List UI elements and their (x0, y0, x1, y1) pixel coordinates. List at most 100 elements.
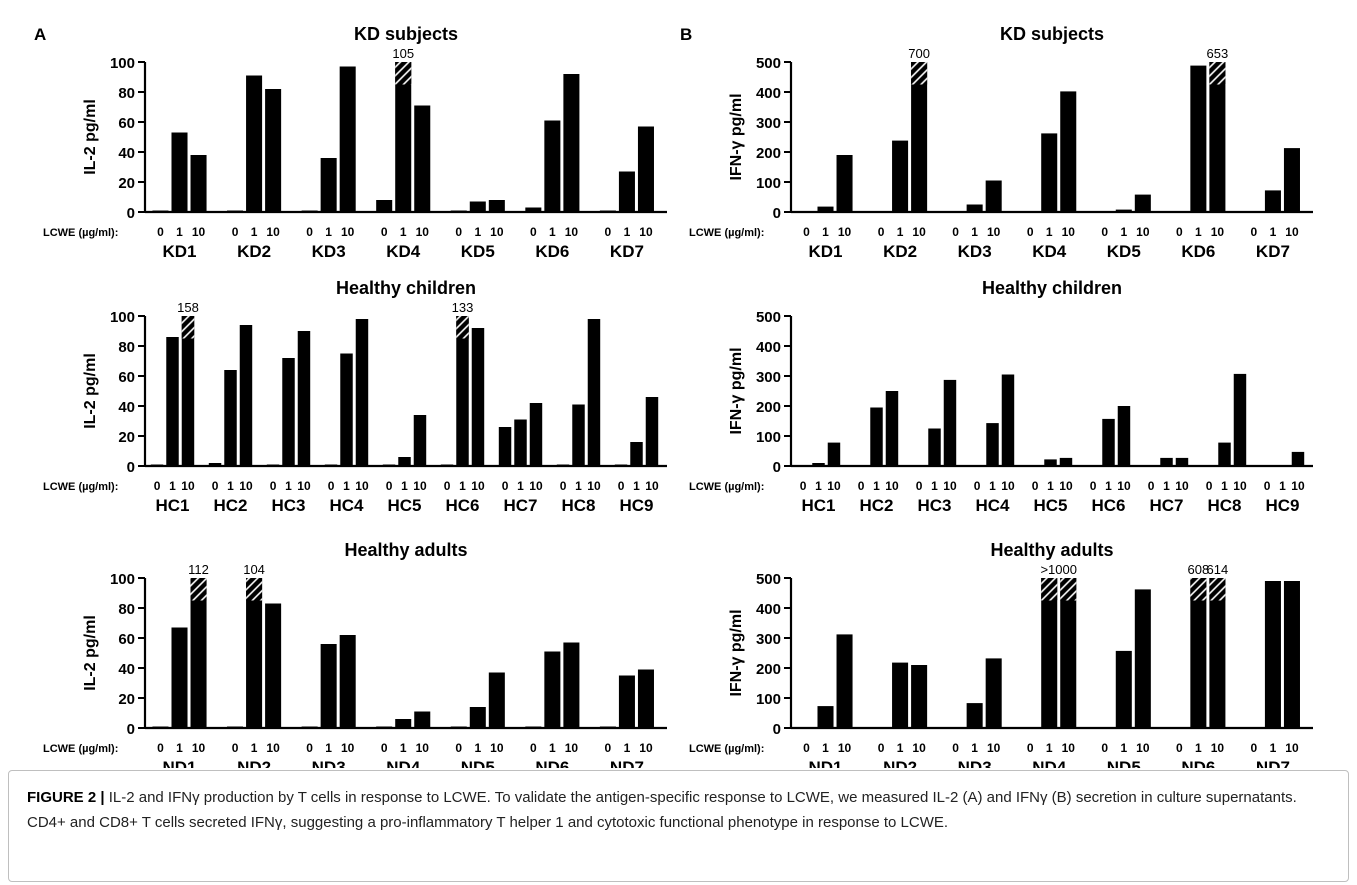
dose-label: 0 (1176, 741, 1183, 755)
dose-label: 1 (1120, 225, 1127, 239)
dose-label: 1 (873, 479, 880, 493)
category-label: ND1 (162, 758, 196, 768)
bar-hc6-dose-1 (456, 316, 469, 466)
bar-kd5-dose-0 (450, 210, 467, 212)
dose-label: 1 (1047, 479, 1054, 493)
dose-label: 1 (1195, 225, 1202, 239)
bar-kd3-dose-10 (985, 180, 1002, 212)
y-tick-label: 40 (118, 145, 135, 162)
axis-break-hatch (1209, 578, 1226, 601)
dose-label: 1 (474, 225, 481, 239)
category-label: KD5 (1107, 242, 1141, 261)
bar-group-kd6: 0 1 10 KD6 (525, 74, 580, 261)
bar-hc5-dose-10 (413, 415, 427, 466)
dose-label: 10 (1062, 225, 1076, 239)
bar-nd5-dose-1 (469, 707, 486, 728)
bar-hc4-dose-0 (324, 464, 338, 466)
y-tick-label: 100 (756, 429, 781, 446)
bar-group-nd6: 0 608 1 614 10 ND6 (1171, 562, 1228, 768)
panel-letter-b: B (680, 25, 692, 44)
bar-hc8-dose-10 (1233, 373, 1247, 466)
category-label: HC4 (329, 496, 364, 515)
y-tick-label: 40 (118, 661, 135, 678)
y-tick-label: 100 (110, 55, 135, 72)
category-label: HC7 (503, 496, 537, 515)
dose-label: 1 (400, 225, 407, 239)
bar-group-hc6: 0 1 10 HC6 (1086, 406, 1131, 515)
category-label: HC2 (859, 496, 893, 515)
bar-hc7-dose-10 (529, 403, 543, 466)
bar-kd2-dose-10 (265, 89, 282, 212)
bar-hc5-dose-1 (1044, 459, 1057, 466)
dose-label: 0 (803, 741, 810, 755)
category-label: ND1 (808, 758, 842, 768)
lcwe-axis-label: LCWE (µg/ml): (43, 481, 118, 493)
dose-label: 1 (400, 741, 407, 755)
bar-group-nd7: 0 1 10 ND7 (1245, 581, 1300, 768)
dose-label: 0 (157, 741, 164, 755)
dose-label: 10 (645, 479, 659, 493)
category-label: KD2 (883, 242, 917, 261)
lcwe-axis-label: LCWE (µg/ml): (689, 743, 764, 755)
bar-hc3-dose-1 (928, 428, 941, 466)
y-tick-label: 0 (773, 721, 781, 738)
dose-label: 10 (1136, 741, 1150, 755)
bar-nd4-dose-10 (414, 711, 431, 728)
bar-group-nd5: 0 1 10 ND5 (1096, 589, 1151, 768)
dose-label: 0 (381, 225, 388, 239)
dose-label: 10 (1211, 741, 1225, 755)
dose-label: 10 (912, 741, 926, 755)
bar-kd2-dose-10 (911, 62, 928, 212)
bar-group-kd1: 0 1 10 KD1 (152, 132, 207, 261)
y-tick-label: 500 (756, 309, 781, 326)
bar-nd2-dose-1 (892, 662, 909, 728)
dose-label: 10 (266, 741, 280, 755)
y-tick-label: 60 (118, 369, 135, 386)
dose-label: 0 (502, 479, 509, 493)
dose-label: 10 (266, 225, 280, 239)
dose-label: 1 (1046, 225, 1053, 239)
category-label: KD7 (1256, 242, 1290, 261)
dose-label: 0 (1090, 479, 1097, 493)
category-label: HC3 (917, 496, 951, 515)
dose-label: 0 (306, 741, 313, 755)
axis-break-hatch (395, 62, 412, 85)
y-tick-label: 200 (756, 145, 781, 162)
bar-hc8-dose-1 (1218, 442, 1231, 466)
dose-label: 0 (455, 225, 462, 239)
bar-nd3-dose-1 (966, 703, 983, 728)
dose-label: 10 (987, 741, 1001, 755)
bar-group-hc8: 0 1 10 HC8 (1202, 373, 1247, 515)
bar-kd2-dose-1 (246, 75, 263, 212)
bar-hc2-dose-1 (870, 407, 883, 466)
category-label: HC7 (1149, 496, 1183, 515)
bar-nd3-dose-0 (301, 726, 318, 728)
y-tick-label: 500 (756, 55, 781, 72)
category-label: HC6 (1091, 496, 1125, 515)
lcwe-axis-label: LCWE (µg/ml): (43, 743, 118, 755)
axis-break-hatch (246, 578, 263, 601)
bar-nd2-dose-0 (227, 726, 244, 728)
bar-nd2-dose-0 (873, 728, 890, 729)
dose-label: 10 (912, 225, 926, 239)
y-tick-label: 300 (756, 115, 781, 132)
category-label: KD3 (958, 242, 992, 261)
dose-label: 1 (459, 479, 466, 493)
y-tick-label: 20 (118, 429, 135, 446)
category-label: KD4 (1032, 242, 1067, 261)
bar-hc3-dose-0 (266, 464, 280, 466)
bar-nd1-dose-10 (190, 578, 207, 728)
dose-label: 1 (517, 479, 524, 493)
y-axis-label: IFN-γ pg/ml (728, 93, 745, 180)
dose-label: 1 (815, 479, 822, 493)
dose-label: 0 (952, 225, 959, 239)
bar-hc4-dose-10 (355, 319, 369, 466)
bar-kd7-dose-10 (637, 126, 654, 212)
lcwe-axis-label: LCWE (µg/ml): (689, 481, 764, 493)
bar-hc2-dose-10 (885, 391, 899, 466)
bar-hc3-dose-10 (297, 331, 311, 466)
dose-label: 0 (381, 741, 388, 755)
dose-label: 10 (1233, 479, 1247, 493)
